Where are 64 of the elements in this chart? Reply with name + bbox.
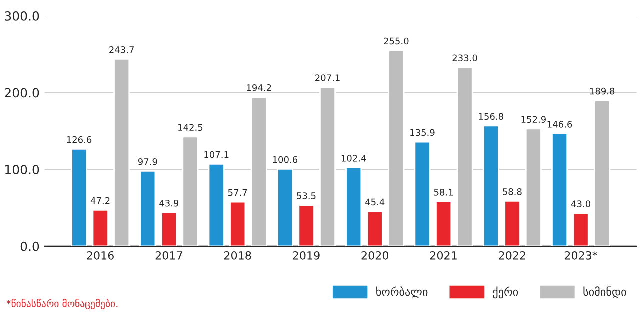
bar [456, 66, 474, 246]
bar [298, 204, 315, 246]
legend-label: ხორბალი [376, 286, 428, 299]
data-label: 102.4 [342, 155, 366, 162]
bar [525, 128, 542, 246]
x-tick-label: 2021 [430, 251, 457, 260]
bar [482, 125, 500, 246]
bar [182, 136, 199, 246]
x-tick-label: 2017 [156, 251, 182, 260]
data-label: 47.2 [90, 197, 110, 204]
data-label: 126.6 [67, 136, 92, 144]
bar [276, 168, 294, 246]
y-tick-label: 300.0 [5, 11, 40, 21]
bar [114, 58, 130, 246]
data-label: 58.1 [434, 189, 453, 196]
data-label: 53.5 [297, 192, 316, 200]
data-label: 97.9 [138, 158, 158, 166]
bar [92, 209, 109, 246]
bar [71, 148, 88, 246]
data-label: 243.7 [110, 46, 134, 54]
data-label: 233.0 [452, 54, 478, 62]
bar [594, 100, 611, 246]
data-label: 255.0 [384, 38, 409, 45]
data-label: 135.9 [410, 129, 435, 136]
data-label: 57.7 [228, 189, 248, 196]
data-label: 156.8 [479, 113, 504, 120]
data-label: 207.1 [315, 74, 340, 82]
data-label: 152.9 [522, 116, 546, 124]
data-label: 189.8 [590, 88, 615, 95]
bar [208, 163, 225, 246]
bar [230, 201, 246, 246]
data-label: 107.1 [204, 151, 229, 158]
x-tick-label: 2020 [362, 251, 389, 260]
bar [140, 170, 156, 246]
y-tick-label: 0.0 [20, 242, 40, 252]
x-tick-label: 2016 [87, 251, 114, 260]
data-label: 142.5 [178, 124, 203, 132]
y-tick-label: 200.0 [5, 88, 40, 98]
bar [414, 141, 431, 246]
bar [160, 212, 178, 246]
bar [366, 210, 384, 246]
data-label: 45.4 [366, 198, 385, 206]
x-tick-label: 2023* [564, 251, 598, 260]
bar [436, 201, 452, 246]
data-label: 58.8 [503, 188, 522, 196]
data-label: 43.0 [571, 200, 591, 208]
bar [504, 200, 521, 246]
bar [250, 96, 268, 246]
bar [572, 212, 590, 246]
legend-label: სიმინდი [584, 286, 626, 299]
legend-label: ქერი [493, 286, 518, 299]
bar [552, 133, 568, 246]
x-tick-label: 2019 [293, 251, 320, 260]
data-label: 43.9 [160, 200, 179, 207]
data-label: 100.6 [273, 156, 298, 164]
x-tick-label: 2022 [499, 251, 526, 260]
bar [346, 167, 362, 246]
data-label: 194.2 [247, 84, 272, 92]
bar [388, 50, 405, 246]
x-tick-label: 2018 [224, 251, 252, 260]
bar [320, 86, 336, 246]
data-label: 146.6 [548, 121, 572, 128]
y-tick-label: 100.0 [6, 165, 40, 175]
text: *წინასწარი მონაცემები. [6, 299, 118, 310]
